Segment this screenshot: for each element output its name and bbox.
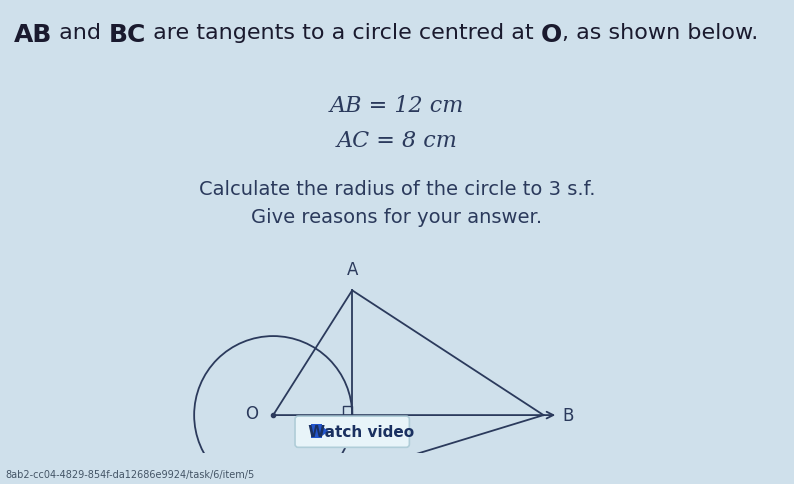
Text: AB = 12 cm: AB = 12 cm [330,95,464,117]
Text: AC = 8 cm: AC = 8 cm [337,130,457,151]
Text: Give reasons for your answer.: Give reasons for your answer. [252,208,542,227]
Text: AB: AB [14,23,52,47]
Text: and: and [52,23,109,43]
Text: Watch video: Watch video [303,424,414,439]
Polygon shape [322,426,329,436]
Text: Calculate the radius of the circle to 3 s.f.: Calculate the radius of the circle to 3 … [198,180,596,198]
Bar [310,424,322,438]
Text: 8ab2-cc04-4829-854f-da12686e9924/task/6/item/5: 8ab2-cc04-4829-854f-da12686e9924/task/6/… [5,469,254,479]
Text: O: O [541,23,562,47]
FancyBboxPatch shape [295,416,410,447]
Text: O: O [245,404,259,422]
Text: BC: BC [109,23,146,47]
Text: are tangents to a circle centred at: are tangents to a circle centred at [146,23,541,43]
Text: , as shown below.: , as shown below. [562,23,758,43]
Text: A: A [346,260,358,278]
Text: D: D [348,430,360,448]
Text: B: B [562,406,573,424]
Bar [343,406,353,415]
